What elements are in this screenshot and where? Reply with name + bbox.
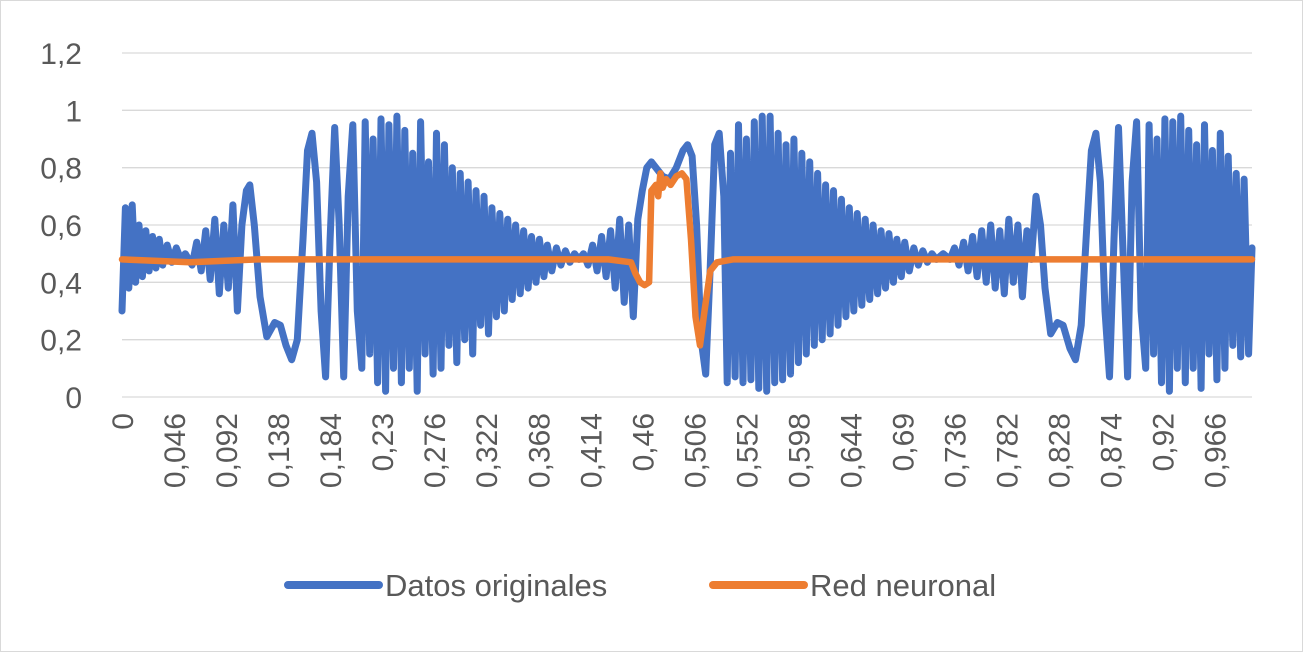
- x-tick-label: 0,552: [731, 413, 764, 488]
- y-tick-label: 0,6: [40, 210, 82, 243]
- x-tick-label: 0,966: [1200, 413, 1233, 488]
- plot-series: [118, 112, 1256, 395]
- x-tick-label: 0,92: [1148, 413, 1181, 471]
- legend-label: Datos originales: [385, 568, 607, 603]
- x-tick-label: 0,828: [1044, 413, 1077, 488]
- x-tick-label: 0,322: [471, 413, 504, 488]
- x-tick-label: 0,23: [367, 413, 400, 471]
- x-tick-label: 0,276: [419, 413, 452, 488]
- x-tick-label: 0,69: [887, 413, 920, 471]
- x-axis-ticks: 0 0,046 0,092 0,138 0,184 0,23 0,276 0,322 0,368…: [107, 413, 1233, 488]
- x-tick-label: 0,46: [627, 413, 660, 471]
- x-tick-label: 0: [107, 413, 140, 430]
- x-tick-label: 0,092: [211, 413, 244, 488]
- y-tick-label: 0,4: [40, 267, 82, 300]
- x-tick-label: 0,368: [523, 413, 556, 488]
- y-tick-label: 1,2: [40, 38, 82, 71]
- x-tick-label: 0,874: [1096, 413, 1129, 488]
- y-tick-label: 0,8: [40, 153, 82, 186]
- x-tick-label: 0,598: [783, 413, 816, 488]
- y-tick-label: 0,2: [40, 325, 82, 358]
- x-tick-label: 0,414: [575, 413, 608, 488]
- gridlines: [122, 52, 1252, 398]
- x-tick-label: 0,782: [992, 413, 1025, 488]
- x-tick-label: 0,184: [315, 413, 348, 488]
- y-tick-label: 1: [65, 95, 82, 128]
- x-tick-label: 0,138: [263, 413, 296, 488]
- legend-label: Red neuronal: [810, 568, 996, 603]
- x-tick-label: 0,644: [835, 413, 868, 488]
- legend: Datos originales Red neuronal: [284, 568, 996, 603]
- y-tick-label: 0: [65, 382, 82, 415]
- x-tick-label: 0,736: [940, 413, 973, 488]
- series-line-red-neuronal: [118, 170, 1256, 349]
- y-axis-ticks: 0 0,2 0,4 0,6 0,8 1 1,2: [40, 38, 82, 415]
- x-tick-label: 0,046: [159, 413, 192, 488]
- series-line-datos-originales: [118, 112, 1256, 395]
- x-tick-label: 0,506: [679, 413, 712, 488]
